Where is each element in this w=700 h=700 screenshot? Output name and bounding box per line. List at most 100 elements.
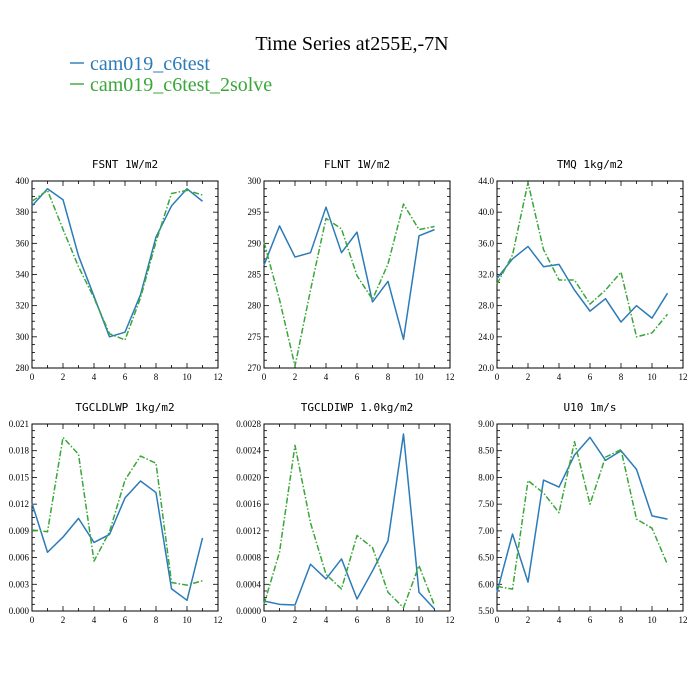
y-tick-label: 290 xyxy=(248,238,262,248)
series-line-1-fsnt xyxy=(31,188,203,338)
x-tick-label: 10 xyxy=(648,615,658,625)
y-tick-label: 32.0 xyxy=(478,270,494,280)
panel-title-tgcldlwp: TGCLDLWP 1kg/m2 xyxy=(75,401,174,414)
y-tick-label: 20.0 xyxy=(478,363,494,373)
y-tick-label: 8.00 xyxy=(478,472,494,482)
x-tick-label: 12 xyxy=(214,615,223,625)
y-tick-label: 270 xyxy=(248,363,262,373)
y-tick-label: 295 xyxy=(248,207,262,217)
x-tick-label: 8 xyxy=(386,615,391,625)
series-line-2-u10 xyxy=(496,440,669,590)
y-tick-label: 0.006 xyxy=(9,553,30,563)
x-tick-label: 2 xyxy=(293,372,298,382)
y-tick-label: 7.00 xyxy=(478,526,494,536)
y-tick-label: 0.003 xyxy=(9,579,30,589)
plot-frame-fsnt xyxy=(31,180,219,369)
x-tick-label: 2 xyxy=(293,615,298,625)
x-tick-label: 8 xyxy=(386,372,391,382)
y-tick-label: 340 xyxy=(16,270,30,280)
legend-label-series-1: cam019_c6test xyxy=(90,53,210,75)
panel-title-fsnt: FSNT 1W/m2 xyxy=(92,158,158,171)
series-line-2-tgcldlwp xyxy=(31,436,203,586)
series-line-1-tgcldiwp xyxy=(263,433,436,610)
y-tick-label: 5.50 xyxy=(478,606,494,616)
x-tick-label: 4 xyxy=(92,372,97,382)
y-tick-label: 300 xyxy=(16,332,30,342)
panel-u10: U10 1m/s 0 2 4 6 8 10 12 5.50 6.00 6.50 7.00 7.50 8.0… xyxy=(478,401,687,625)
x-tick-label: 0 xyxy=(30,372,35,382)
x-tick-label: 8 xyxy=(619,615,624,625)
x-tick-label: 12 xyxy=(679,615,688,625)
y-tick-label: 0.015 xyxy=(9,472,30,482)
y-tick-label: 285 xyxy=(248,270,262,280)
x-tick-label: 0 xyxy=(262,372,267,382)
x-tick-label: 4 xyxy=(557,372,562,382)
y-tick-label: 380 xyxy=(16,207,30,217)
y-tick-label: 0.009 xyxy=(9,526,30,536)
plot-frame-tmq xyxy=(496,180,684,369)
x-tick-label: 4 xyxy=(557,615,562,625)
x-tick-label: 10 xyxy=(415,615,425,625)
y-tick-label: 400 xyxy=(16,176,30,186)
y-tick-label: 36.0 xyxy=(478,238,494,248)
x-tick-label: 2 xyxy=(526,372,531,382)
x-tick-label: 2 xyxy=(61,372,66,382)
x-tick-label: 6 xyxy=(123,372,128,382)
panel-title-u10: U10 1m/s xyxy=(564,401,617,414)
y-tick-label: 280 xyxy=(248,301,262,311)
y-tick-label: 0.0012 xyxy=(236,526,261,536)
x-tick-label: 12 xyxy=(446,372,455,382)
x-tick-label: 4 xyxy=(92,615,97,625)
series-line-1-tgcldlwp xyxy=(31,480,204,602)
x-tick-label: 8 xyxy=(619,372,624,382)
panel-title-tgcldiwp: TGCLDIWP 1.0kg/m2 xyxy=(301,401,414,414)
panel-title-flnt: FLNT 1W/m2 xyxy=(324,158,390,171)
panel-fsnt: FSNT 1W/m2 0 2 4 6 8 10 12 280 300 320 340 360 380 400 xyxy=(16,158,223,382)
y-tick-label: 0.0024 xyxy=(236,446,261,456)
y-tick-label: 40.0 xyxy=(478,207,494,217)
panel-tmq: TMQ 1kg/m2 0 2 4 6 8 10 12 20.0 24.0 28.0 32.0 36.0 4… xyxy=(478,158,687,382)
series-line-2-tmq xyxy=(496,181,669,338)
y-tick-label: 28.0 xyxy=(478,301,494,311)
panel-tgcldlwp: TGCLDLWP 1kg/m2 0 2 4 6 8 10 12 0.000 0.003 0.006 0… xyxy=(9,401,223,625)
y-tick-label: 0.000 xyxy=(9,606,30,616)
x-tick-label: 4 xyxy=(324,372,329,382)
y-tick-label: 0.012 xyxy=(9,499,29,509)
y-tick-label: 8.50 xyxy=(478,446,494,456)
y-tick-label: 0.0028 xyxy=(236,419,261,429)
y-tick-label: 0.0004 xyxy=(236,579,261,589)
y-tick-label: 9.00 xyxy=(478,419,494,429)
plot-frame-u10 xyxy=(496,423,684,612)
legend-label-series-2: cam019_c6test_2solve xyxy=(90,74,272,96)
x-tick-label: 6 xyxy=(355,372,360,382)
series-line-1-u10 xyxy=(496,436,668,593)
x-tick-label: 0 xyxy=(30,615,35,625)
y-tick-label: 0.021 xyxy=(9,419,29,429)
series-line-2-flnt xyxy=(263,203,435,367)
x-tick-label: 6 xyxy=(588,615,593,625)
y-tick-label: 275 xyxy=(248,332,262,342)
y-tick-label: 320 xyxy=(16,301,30,311)
x-tick-label: 8 xyxy=(154,372,159,382)
x-tick-label: 0 xyxy=(262,615,267,625)
x-tick-label: 10 xyxy=(183,615,193,625)
y-tick-label: 0.0020 xyxy=(236,472,261,482)
x-tick-label: 4 xyxy=(324,615,329,625)
panel-tgcldiwp: TGCLDIWP 1.0kg/m2 0 2 4 6 8 10 12 0.0000 0.0004 0.… xyxy=(236,401,454,625)
panel-title-tmq: TMQ 1kg/m2 xyxy=(557,158,623,171)
x-tick-label: 10 xyxy=(415,372,425,382)
x-tick-label: 0 xyxy=(495,615,500,625)
y-tick-label: 44.0 xyxy=(478,176,494,186)
y-tick-label: 6.50 xyxy=(478,553,494,563)
y-tick-label: 0.018 xyxy=(9,446,30,456)
plot-frame-tgcldiwp xyxy=(263,423,451,612)
x-tick-label: 0 xyxy=(495,372,500,382)
x-tick-label: 2 xyxy=(526,615,531,625)
x-tick-label: 6 xyxy=(123,615,128,625)
y-tick-label: 360 xyxy=(16,238,30,248)
series-line-1-flnt xyxy=(263,206,435,341)
x-tick-label: 12 xyxy=(214,372,223,382)
y-tick-label: 300 xyxy=(248,176,262,186)
x-tick-label: 2 xyxy=(61,615,66,625)
